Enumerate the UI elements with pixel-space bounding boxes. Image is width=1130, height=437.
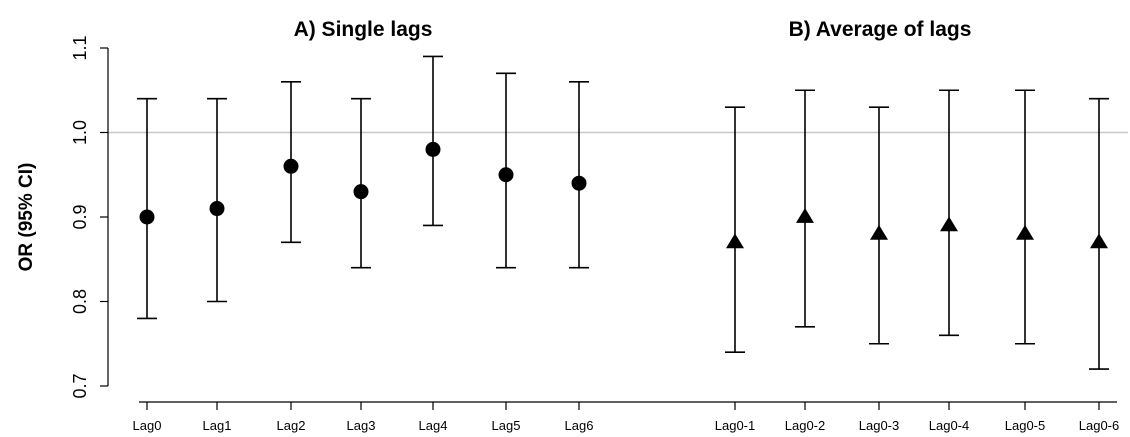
point-Lag6 xyxy=(571,175,587,191)
point-Lag4 xyxy=(425,141,441,157)
point-Lag0-3 xyxy=(870,224,888,240)
y-tick-label-2: 0.9 xyxy=(70,204,90,229)
point-Lag1 xyxy=(209,201,225,217)
y-tick-label-3: 1.0 xyxy=(70,120,90,145)
x-tick-label-Lag5: Lag5 xyxy=(492,418,521,433)
x-tick-label-Lag4: Lag4 xyxy=(419,418,448,433)
y-axis-label: OR (95% CI) xyxy=(16,163,37,272)
y-ticks: 0.7 0.8 0.9 1.0 1.1 xyxy=(70,35,108,399)
y-tick-label-0: 0.7 xyxy=(70,373,90,398)
point-Lag0-1 xyxy=(726,233,744,249)
point-Lag0 xyxy=(139,209,155,225)
x-tick-label-Lag0-4: Lag0-4 xyxy=(929,418,969,433)
y-tick-label-1: 0.8 xyxy=(70,289,90,314)
point-Lag3 xyxy=(353,184,369,200)
x-tick-label-Lag0-3: Lag0-3 xyxy=(859,418,899,433)
point-Lag2 xyxy=(283,158,299,174)
x-tick-label-Lag6: Lag6 xyxy=(565,418,594,433)
point-Lag0-6 xyxy=(1090,233,1108,249)
point-Lag0-5 xyxy=(1016,224,1034,240)
x-tick-label-Lag0-1: Lag0-1 xyxy=(715,418,755,433)
point-Lag0-4 xyxy=(940,216,958,232)
point-Lag5 xyxy=(498,167,514,183)
x-tick-label-Lag0: Lag0 xyxy=(133,418,162,433)
x-tick-label-Lag0-2: Lag0-2 xyxy=(785,418,825,433)
y-tick-label-4: 1.1 xyxy=(70,35,90,60)
plot-marks xyxy=(137,55,1109,370)
x-tick-label-Lag3: Lag3 xyxy=(347,418,376,433)
x-tick-label-Lag0-6: Lag0-6 xyxy=(1079,418,1119,433)
point-Lag0-2 xyxy=(796,208,814,223)
panel-a-title: A) Single lags xyxy=(294,18,433,41)
x-tick-label-Lag0-5: Lag0-5 xyxy=(1005,418,1045,433)
x-ticks: Lag0 Lag1 Lag2 Lag3 Lag4 Lag5 Lag6 Lag0-1 Lag0-2… xyxy=(133,402,1119,433)
panel-b-title: B) Average of lags xyxy=(789,18,972,41)
x-tick-label-Lag1: Lag1 xyxy=(203,418,232,433)
x-tick-label-Lag2: Lag2 xyxy=(277,418,306,433)
